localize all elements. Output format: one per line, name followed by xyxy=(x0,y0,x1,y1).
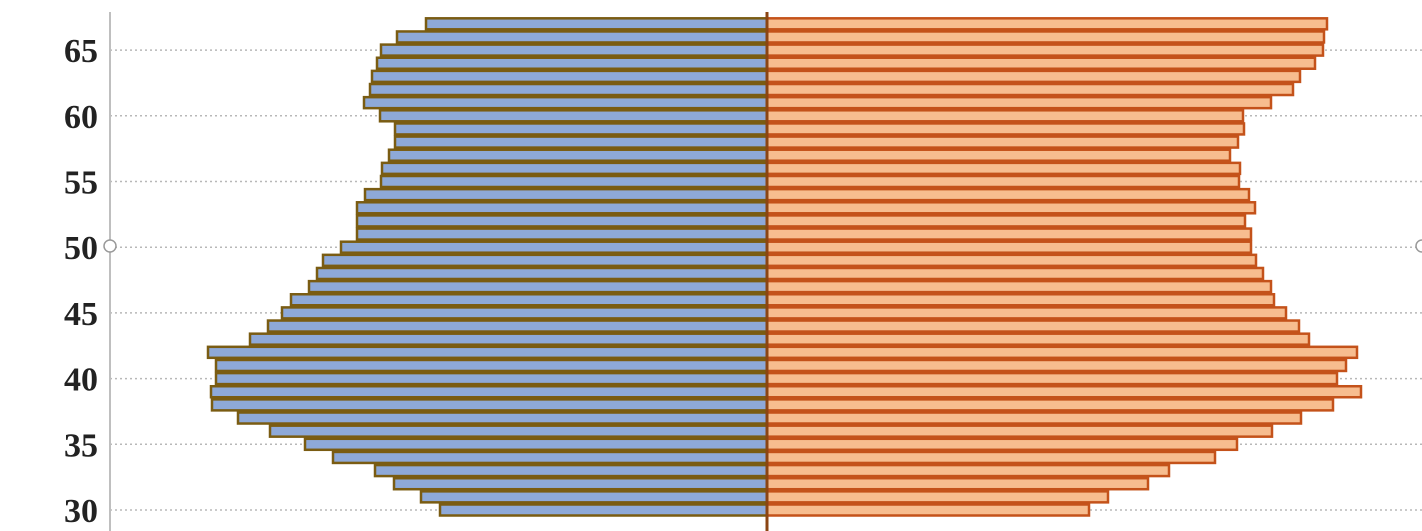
bar-right-age-60 xyxy=(765,109,1245,123)
bar-left-age-38 xyxy=(210,398,769,412)
bar-left-age-53 xyxy=(355,201,769,215)
bar-left-age-47 xyxy=(307,279,769,294)
bar-left-age-35 xyxy=(303,437,769,452)
bars xyxy=(206,17,1363,517)
bar-right-age-59 xyxy=(765,122,1246,136)
bar-right-age-66 xyxy=(765,30,1326,44)
y-tick-label-30: 30 xyxy=(64,493,98,530)
bar-left-age-46 xyxy=(289,293,769,307)
bar-left-age-43 xyxy=(248,332,769,346)
bar-left-age-39 xyxy=(209,384,769,399)
bar-left-age-65 xyxy=(379,43,769,57)
bar-right-age-55 xyxy=(765,174,1241,189)
bar-right-age-50 xyxy=(765,240,1253,254)
y-tick-labels: 30 35 40 45 50 55 60 65 xyxy=(64,33,98,530)
bar-left-age-33 xyxy=(373,463,769,478)
bar-right-age-67 xyxy=(765,17,1329,31)
bar-left-age-51 xyxy=(355,227,769,241)
bar-left-age-42 xyxy=(206,345,769,360)
bar-right-age-39 xyxy=(765,384,1363,399)
bar-right-age-47 xyxy=(765,279,1273,294)
bar-right-age-42 xyxy=(765,345,1359,360)
y-tick-label-65: 65 xyxy=(64,33,98,70)
bar-right-age-35 xyxy=(765,437,1239,452)
selection-handle-right[interactable] xyxy=(1415,239,1422,253)
y-tick-label-35: 35 xyxy=(64,427,98,464)
bar-left-age-34 xyxy=(331,450,769,465)
bar-left-age-58 xyxy=(393,135,769,149)
y-tick-label-55: 55 xyxy=(64,165,98,202)
bar-right-age-62 xyxy=(765,82,1295,97)
bar-right-age-46 xyxy=(765,293,1276,307)
bar-left-age-41 xyxy=(214,358,769,373)
bar-right-age-32 xyxy=(765,476,1150,491)
bar-right-age-34 xyxy=(765,450,1217,465)
bar-right-age-53 xyxy=(765,201,1257,215)
y-tick-label-45: 45 xyxy=(64,296,98,333)
bar-right-age-56 xyxy=(765,161,1242,176)
bar-right-age-65 xyxy=(765,43,1325,57)
bar-right-age-54 xyxy=(765,187,1251,202)
bar-left-age-55 xyxy=(379,174,769,189)
bar-left-age-44 xyxy=(266,319,769,333)
bar-right-age-58 xyxy=(765,135,1240,149)
bar-left-age-59 xyxy=(393,122,769,136)
y-tick-label-40: 40 xyxy=(64,362,98,399)
bar-left-age-31 xyxy=(419,490,769,504)
bar-right-age-40 xyxy=(765,371,1339,386)
bar-left-age-64 xyxy=(375,56,769,70)
bar-right-age-49 xyxy=(765,253,1258,268)
bar-right-age-30 xyxy=(765,503,1091,517)
bar-right-age-48 xyxy=(765,266,1265,281)
bar-right-age-31 xyxy=(765,490,1110,504)
bar-right-age-36 xyxy=(765,424,1274,438)
bar-left-age-62 xyxy=(368,82,769,97)
bar-right-age-41 xyxy=(765,358,1348,373)
bar-left-age-45 xyxy=(280,306,769,320)
bar-left-age-67 xyxy=(424,17,769,31)
bar-right-age-38 xyxy=(765,398,1335,412)
bar-right-age-33 xyxy=(765,463,1171,478)
selection-handle-left[interactable] xyxy=(103,239,117,253)
bar-left-age-54 xyxy=(363,187,769,202)
bar-left-age-52 xyxy=(355,214,769,228)
bar-left-age-36 xyxy=(268,424,769,438)
bar-left-age-50 xyxy=(339,240,769,254)
bar-right-age-51 xyxy=(765,227,1253,241)
bar-right-age-57 xyxy=(765,148,1232,162)
bar-right-age-63 xyxy=(765,69,1302,84)
y-tick-label-60: 60 xyxy=(64,99,98,136)
bar-left-age-40 xyxy=(214,371,769,386)
bar-left-age-61 xyxy=(362,95,769,110)
bar-right-age-44 xyxy=(765,319,1301,333)
bar-right-age-64 xyxy=(765,56,1317,70)
bar-left-age-56 xyxy=(380,161,769,176)
bar-left-age-57 xyxy=(387,148,769,162)
bar-left-age-30 xyxy=(438,503,769,517)
bar-left-age-49 xyxy=(321,253,769,268)
y-tick-label-50: 50 xyxy=(64,230,98,267)
bar-left-age-60 xyxy=(378,109,769,123)
bar-left-age-66 xyxy=(395,30,769,44)
bar-right-age-43 xyxy=(765,332,1311,346)
bar-left-age-37 xyxy=(236,411,769,425)
bar-right-age-45 xyxy=(765,306,1288,320)
bar-left-age-32 xyxy=(392,476,769,491)
bar-right-age-37 xyxy=(765,411,1303,425)
bar-left-age-63 xyxy=(370,69,769,84)
bar-right-age-61 xyxy=(765,95,1273,110)
bar-left-age-48 xyxy=(315,266,769,281)
bar-right-age-52 xyxy=(765,214,1247,228)
